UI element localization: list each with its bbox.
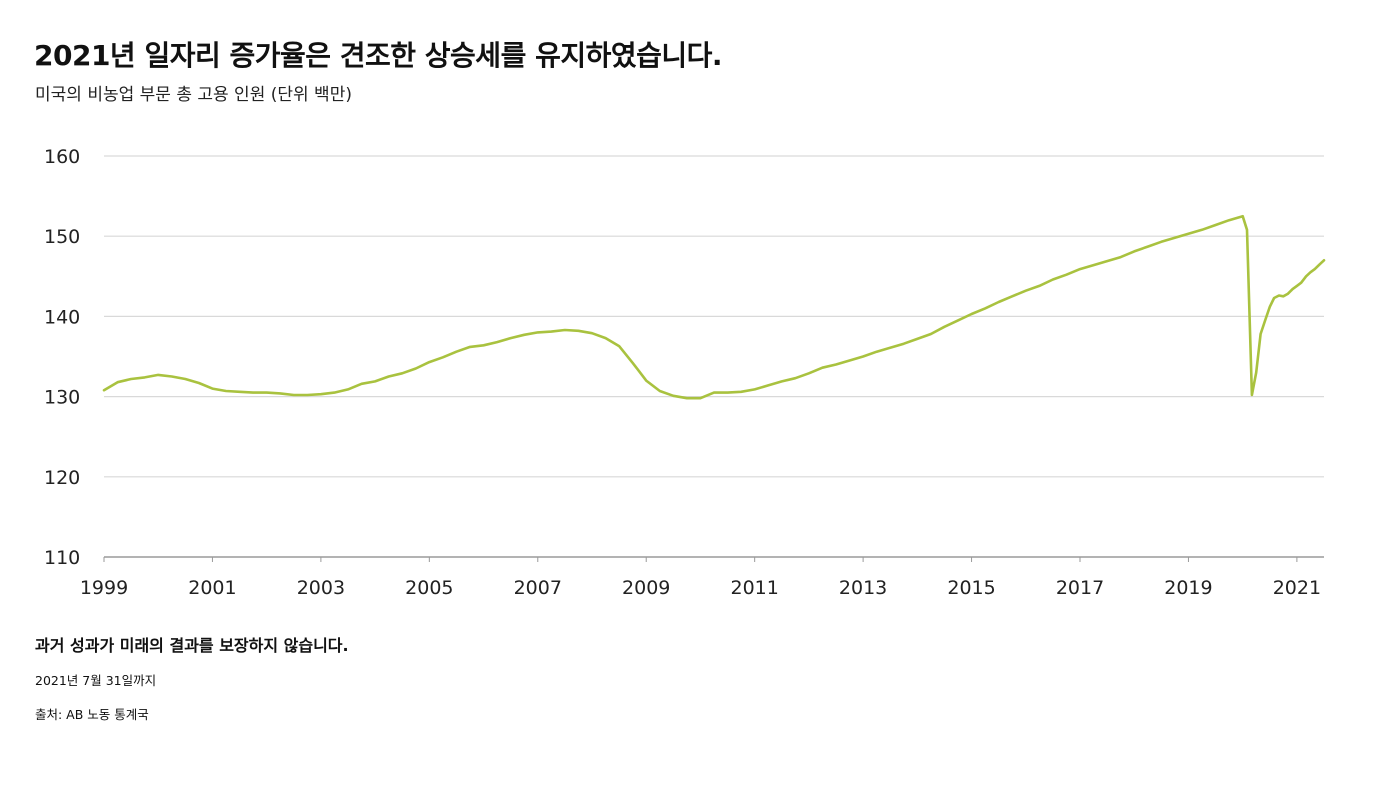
x-tick-label: 2011 (730, 577, 778, 599)
x-tick-label: 2001 (188, 577, 236, 599)
x-tick-label: 2009 (622, 577, 670, 599)
x-tick-label: 1999 (80, 577, 128, 599)
disclaimer: 과거 성과가 미래의 결과를 보장하지 않습니다. (35, 636, 349, 655)
gridlines (104, 155, 1324, 558)
x-tick-label: 2017 (1056, 577, 1104, 599)
y-tick-label: 140 (44, 306, 80, 328)
y-tick-label: 130 (44, 387, 80, 409)
y-tick-label: 110 (44, 547, 80, 569)
series-layer (102, 214, 1326, 400)
x-tick-label: 2015 (947, 577, 995, 599)
chart-subtitle: 미국의 비농업 부문 총 고용 인원 (단위 백만) (35, 85, 352, 105)
x-tick-label: 2007 (514, 577, 562, 599)
x-axis-ticks: 1999 2001 2003 2005 2007 2009 2011 2013 2015 2017… (80, 557, 1321, 599)
y-tick-label: 160 (44, 146, 80, 168)
y-tick-label: 120 (44, 467, 80, 489)
as-of-date: 2021년 7월 31일까지 (35, 673, 157, 688)
y-tick-label: 150 (44, 226, 80, 248)
x-tick-label: 2021 (1273, 577, 1321, 599)
x-tick-label: 2003 (297, 577, 345, 599)
line-chart: 110 120 130 140 150 160 1999 2001 2003 2005 2007 2… (44, 146, 1326, 599)
source-note: 출처: AB 노동 통계국 (35, 707, 149, 722)
x-tick-label: 2005 (405, 577, 453, 599)
x-tick-label: 2013 (839, 577, 887, 599)
chart-title: 2021년 일자리 증가율은 견조한 상승세를 유지하였습니다. (34, 39, 723, 72)
series-line-employment (102, 214, 1326, 400)
x-tick-label: 2019 (1164, 577, 1212, 599)
y-axis-ticks: 110 120 130 140 150 160 (44, 146, 80, 569)
